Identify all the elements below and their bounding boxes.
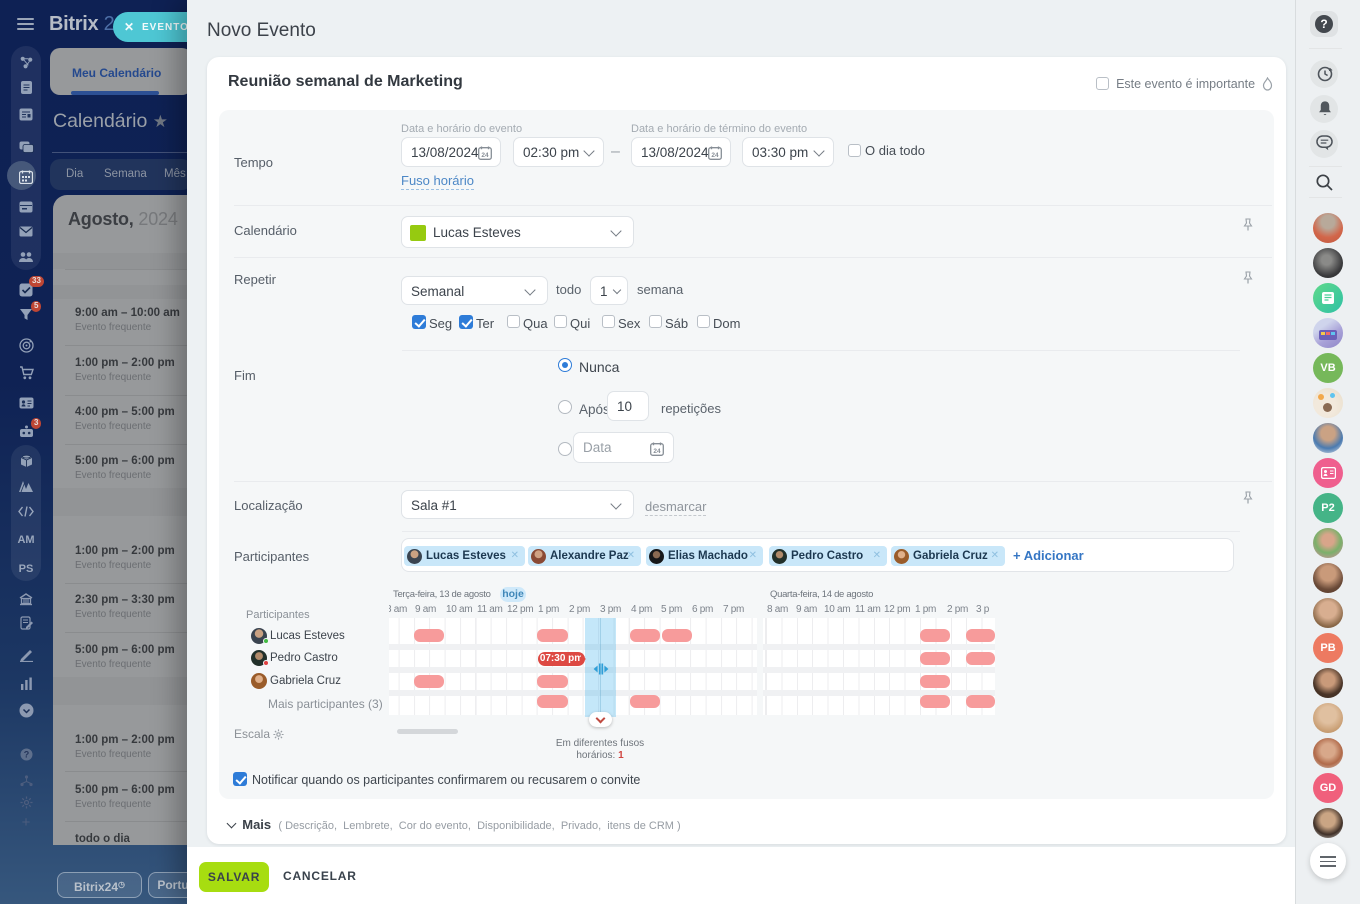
- svg-text:24: 24: [653, 448, 661, 455]
- svg-text:24: 24: [481, 152, 489, 159]
- svg-text:24: 24: [711, 152, 719, 159]
- svg-text:?: ?: [23, 750, 29, 760]
